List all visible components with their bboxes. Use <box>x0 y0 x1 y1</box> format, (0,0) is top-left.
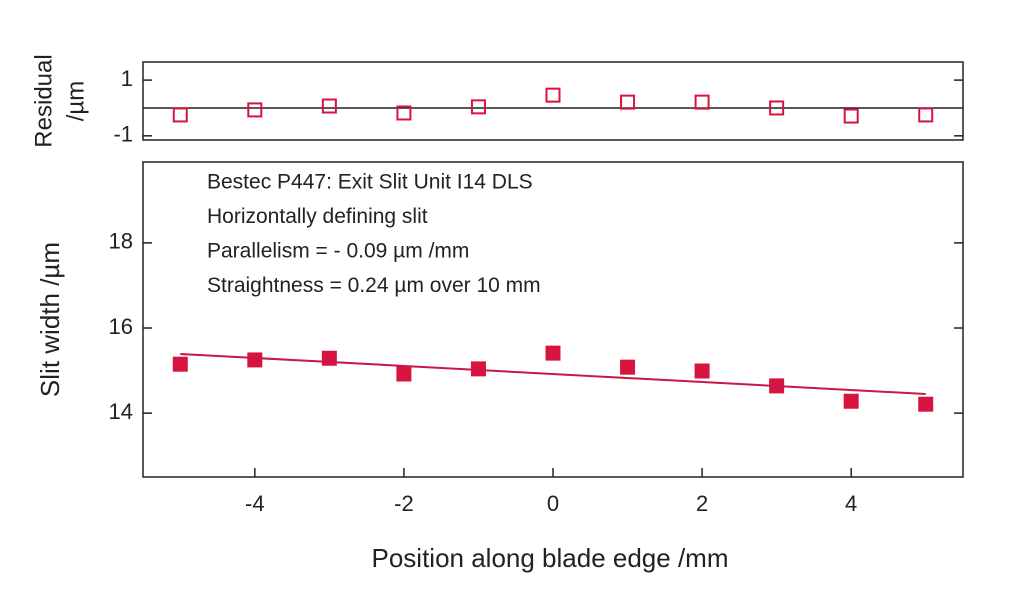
data-point <box>620 94 636 110</box>
annotation: Horizontally defining slit <box>207 205 428 228</box>
y-tick-label: 1 <box>121 66 133 91</box>
data-point <box>918 396 934 412</box>
data-point <box>694 363 710 379</box>
data-point <box>172 107 188 123</box>
data-point <box>769 100 785 116</box>
data-point <box>172 356 188 372</box>
y-tick-label: 18 <box>109 229 133 254</box>
x-axis-label: Position along blade edge /mm <box>371 543 728 573</box>
y-tick-label: 14 <box>109 399 133 424</box>
x-tick-label: -4 <box>245 491 265 516</box>
x-tick-label: 4 <box>845 491 857 516</box>
y-tick-label: -1 <box>113 122 133 147</box>
data-point <box>620 359 636 375</box>
data-point <box>545 87 561 103</box>
data-point <box>918 107 934 123</box>
y-axis-label: Residual <box>30 54 57 147</box>
x-tick-label: 0 <box>547 491 559 516</box>
x-tick-label: -2 <box>394 491 414 516</box>
plot-frame <box>142 61 964 141</box>
data-point <box>843 393 859 409</box>
x-tick-label: 2 <box>696 491 708 516</box>
fit-line <box>180 352 926 395</box>
data-point <box>321 98 337 114</box>
y-axis-label: /µm <box>62 81 89 122</box>
y-axis-label: Slit width /µm <box>35 242 65 397</box>
data-point <box>470 99 486 115</box>
data-point <box>843 108 859 124</box>
data-point <box>321 350 337 366</box>
y-tick-label: 16 <box>109 314 133 339</box>
data-point <box>470 361 486 377</box>
annotation: Straightness = 0.24 µm over 10 mm <box>207 274 541 297</box>
annotation: Bestec P447: Exit Slit Unit I14 DLS <box>207 171 533 194</box>
data-point <box>545 345 561 361</box>
data-point <box>396 366 412 382</box>
data-point <box>396 105 412 121</box>
annotation: Parallelism = - 0.09 µm /mm <box>207 240 469 263</box>
data-point <box>247 102 263 118</box>
data-point <box>694 94 710 110</box>
data-point <box>247 352 263 368</box>
